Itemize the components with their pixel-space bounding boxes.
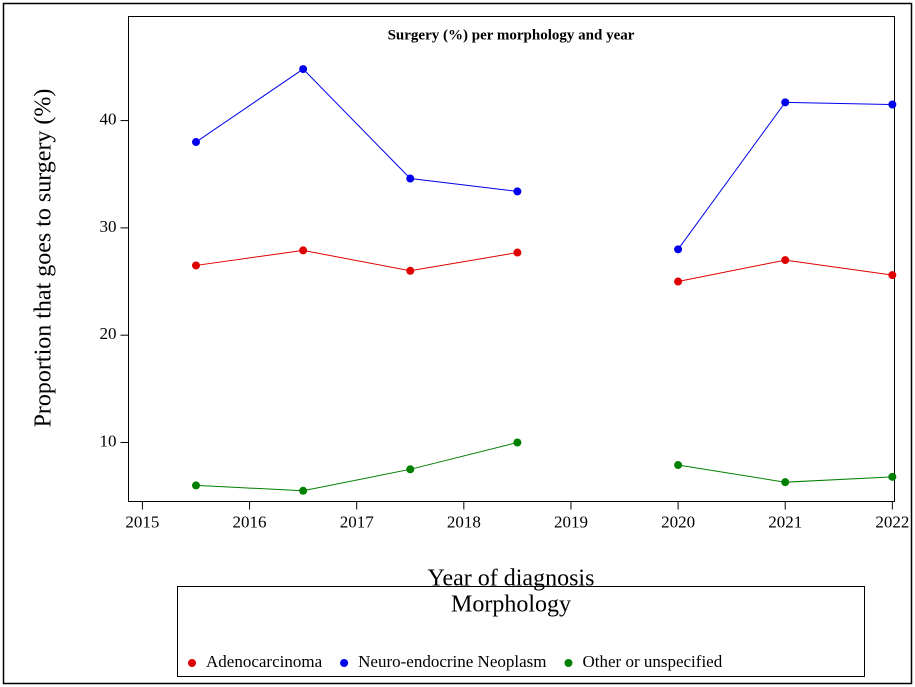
point	[406, 266, 415, 275]
point	[781, 256, 790, 265]
point	[674, 461, 683, 470]
point	[674, 277, 683, 286]
point	[299, 246, 308, 255]
series-line	[677, 101, 893, 250]
series-line	[195, 441, 518, 492]
x-tick-label: 2020	[661, 512, 695, 531]
x-tick-label: 2015	[125, 512, 159, 531]
legend-marker	[564, 659, 573, 667]
point	[781, 98, 790, 107]
point	[191, 481, 200, 490]
point	[888, 100, 897, 109]
y-tick-label: 20	[100, 324, 117, 343]
point	[406, 174, 415, 183]
point	[513, 187, 522, 196]
legend-label: Adenocarcinoma	[206, 652, 323, 671]
legend-frame	[177, 586, 865, 677]
y-axis-label: Proportion that goes to surgery (%)	[31, 89, 57, 428]
legend-label: Neuro-endocrine Neoplasm	[358, 652, 546, 671]
x-tick-label: 2019	[554, 512, 588, 531]
y-tick-label: 10	[100, 431, 117, 450]
legend-title: Morphology	[451, 592, 571, 618]
legend-marker	[188, 659, 196, 667]
x-tick-label: 2022	[875, 512, 909, 531]
y-tick-label: 40	[100, 109, 117, 128]
x-tick-label: 2017	[340, 512, 375, 531]
legend-marker	[340, 659, 349, 667]
x-tick-label: 2018	[447, 512, 481, 531]
x-tick-label: 2021	[768, 512, 802, 531]
point	[299, 486, 308, 495]
y-tick-label: 30	[100, 217, 117, 236]
chart-title: Surgery (%) per morphology and year	[388, 27, 635, 43]
x-axis-label: Year of diagnosis	[428, 566, 595, 592]
point	[674, 245, 683, 254]
x-tick-label: 2016	[233, 512, 267, 531]
point	[406, 465, 415, 474]
point	[299, 65, 308, 74]
point	[888, 271, 897, 280]
point	[513, 438, 522, 447]
point	[191, 138, 200, 147]
series-line	[195, 249, 518, 272]
legend-label: Other or unspecified	[582, 652, 722, 671]
point	[513, 248, 522, 257]
point	[888, 472, 897, 481]
point	[781, 478, 790, 487]
point	[191, 261, 200, 270]
series-line	[195, 68, 518, 192]
